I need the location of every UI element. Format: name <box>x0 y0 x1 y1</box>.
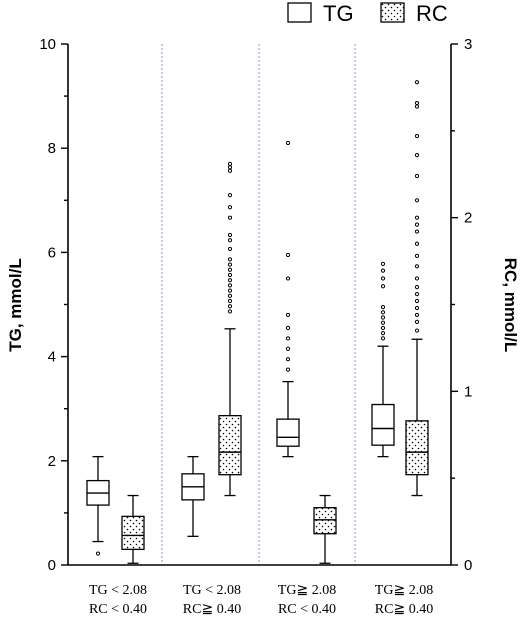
legend-swatch-tg <box>287 2 312 23</box>
tg-box-group-4-outlier <box>380 315 386 320</box>
rc-box-group-4-outlier <box>414 241 420 246</box>
y-left-tick-label: 2 <box>48 453 56 470</box>
rc-box-group-2-box <box>218 414 242 476</box>
rc-box-group-4-outlier <box>414 222 420 227</box>
tg-box-group-4-outlier <box>380 305 386 310</box>
tg-box-group-3-outlier <box>285 325 291 331</box>
rc-box-group-2-outlier <box>227 238 233 243</box>
rc-box-group-2-outlier <box>227 288 233 293</box>
rc-box-group-2-outlier <box>227 298 233 304</box>
rc-box-group-2-outlier <box>227 309 233 314</box>
rc-box-group-4-outlier <box>414 319 420 324</box>
rc-box-group-2-outlier <box>227 278 233 283</box>
category-label-4-line2: RC≧ 0.40 <box>375 602 433 617</box>
y-axis-left-title: TG, mmol/L <box>6 258 25 352</box>
tg-box-group-4-outlier <box>380 320 386 325</box>
rc-box-group-2-outlier <box>227 246 233 252</box>
rc-box-group-4-outlier <box>414 328 420 333</box>
rc-box-group-2-outlier <box>227 304 233 309</box>
plot-area: 0 2 4 6 8 10 0 1 2 3 <box>39 36 472 574</box>
category-label-3-line1: TG≧ 2.08 <box>278 583 336 598</box>
rc-box-group-2-outlier <box>227 262 233 267</box>
tg-box-group-3-outlier <box>285 276 291 281</box>
rc-box-group-4-outlier <box>414 173 420 179</box>
rc-box-group-4-box <box>405 420 429 476</box>
tg-box-group-3-outlier <box>285 140 291 146</box>
category-label-3-line2: RC < 0.40 <box>278 602 336 617</box>
tg-box-group-3-outlier <box>285 252 291 258</box>
rc-box-group-2-outlier <box>227 215 233 220</box>
tg-box-group-3-outlier <box>285 312 291 318</box>
rc-box-group-4-outlier <box>414 291 420 297</box>
tg-box-group-4-outlier <box>380 310 386 315</box>
rc-box-group-2-outlier <box>227 293 233 298</box>
tg-box-group-4-outlier <box>380 261 386 266</box>
rc-box-group-4-outlier <box>414 229 420 234</box>
category-label-4-line1: TG≧ 2.08 <box>375 583 433 598</box>
rc-box-group-1-box <box>121 515 145 551</box>
tg-box-group-4-outlier <box>380 336 386 341</box>
rc-box-group-4-outlier <box>414 153 420 158</box>
rc-box-group-4-outlier <box>414 133 420 139</box>
rc-box-group-2-outlier <box>227 165 233 170</box>
rc-box-group-2-outlier <box>227 161 233 166</box>
rc-box-group-2-outlier <box>227 205 233 210</box>
tg-box-group-3-outlier <box>285 357 291 362</box>
rc-box-group-4-outlier <box>414 80 420 85</box>
rc-box-group-2-outlier <box>227 257 233 262</box>
tg-box-group-3-outlier <box>285 367 291 372</box>
y-right-tick-label: 2 <box>464 210 472 227</box>
rc-box-group-4-outlier <box>414 285 420 290</box>
rc-box-group-4-outlier <box>414 253 420 258</box>
y-left-tick-label: 4 <box>48 349 56 366</box>
y-left-tick-label: 0 <box>48 557 56 574</box>
rc-box-group-4-outlier <box>414 276 420 281</box>
rc-box-group-2-outlier <box>227 192 233 198</box>
tg-box-group-1-outlier <box>95 551 101 556</box>
rc-box-group-4-outlier <box>414 305 420 311</box>
y-right-tick-label: 1 <box>464 383 472 400</box>
legend-swatch-rc <box>380 2 405 23</box>
rc-box-group-4-outlier <box>414 215 420 220</box>
tg-box-group-3-outlier <box>285 346 291 351</box>
y-axis-right-title: RC, mmol/L <box>501 258 520 352</box>
rc-box-group-4-outlier <box>414 298 420 304</box>
legend-label-tg: TG <box>323 1 354 26</box>
tg-box-group-3-box <box>276 418 300 447</box>
tg-box-group-4-outlier <box>380 276 386 281</box>
tg-box-group-3-outlier <box>285 336 291 341</box>
rc-box-group-4-outlier <box>414 100 420 106</box>
rc-box-group-2-outlier <box>227 272 233 278</box>
legend: TG RC <box>287 1 448 26</box>
tg-box-group-4-box <box>371 403 395 446</box>
tg-box-group-4-outlier <box>380 331 386 336</box>
category-label-1-line2: RC < 0.40 <box>89 602 147 617</box>
rc-box-group-2-outlier <box>227 232 233 238</box>
legend-label-rc: RC <box>416 1 448 26</box>
rc-box-group-2-outlier <box>227 283 233 288</box>
y-left-tick-label: 10 <box>39 36 56 53</box>
tg-box-group-4-outlier <box>380 325 386 331</box>
y-right-tick-label: 0 <box>464 557 472 574</box>
category-label-2-line1: TG < 2.08 <box>183 583 241 598</box>
tg-box-group-4-outlier <box>380 284 386 289</box>
tg-box-group-4-outlier <box>380 268 386 273</box>
y-left-tick-label: 8 <box>48 140 56 157</box>
rc-box-group-2-outlier <box>227 267 233 272</box>
rc-box-group-2-outlier <box>227 168 233 173</box>
category-label-2-line2: RC≧ 0.40 <box>183 602 241 617</box>
category-label-1-line1: TG < 2.08 <box>89 583 147 598</box>
category-labels: TG < 2.08 RC < 0.40 TG < 2.08 RC≧ 0.40 T… <box>89 583 433 617</box>
rc-box-group-4-outlier <box>414 264 420 269</box>
rc-box-group-3-box <box>313 507 337 535</box>
rc-box-group-4-outlier <box>414 312 420 318</box>
y-left-tick-label: 6 <box>48 244 56 261</box>
y-right-tick-label: 3 <box>464 36 472 53</box>
rc-box-group-4-outlier <box>414 104 420 109</box>
rc-box-group-4-outlier <box>414 198 420 203</box>
